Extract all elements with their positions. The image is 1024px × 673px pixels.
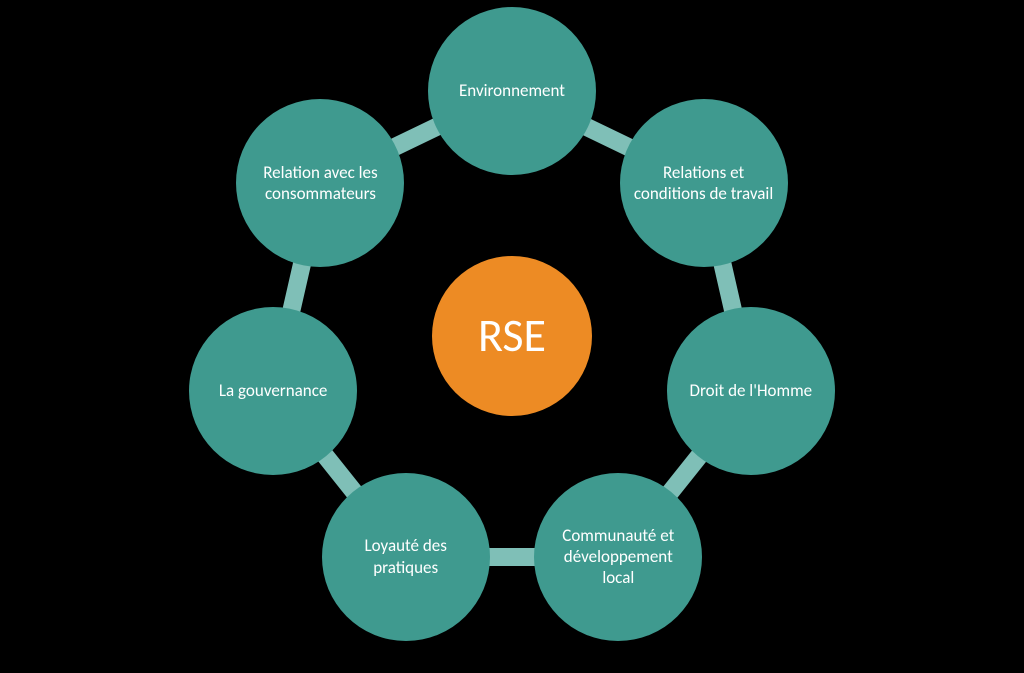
outer-node: Loyauté des pratiques (322, 473, 490, 641)
outer-node-label: Droit de l'Homme (690, 380, 813, 401)
radial-diagram: Environnement Relations et conditions de … (0, 0, 1024, 673)
outer-node: Environnement (428, 7, 596, 175)
outer-node-label: La gouvernance (219, 380, 327, 401)
outer-node: Communauté et développement local (534, 473, 702, 641)
center-node-label: RSE (478, 308, 546, 364)
outer-node-label: Relation avec les consommateurs (248, 162, 392, 205)
outer-node-label: Environnement (459, 80, 565, 101)
outer-node: Relation avec les consommateurs (236, 99, 404, 267)
outer-node: Relations et conditions de travail (620, 99, 788, 267)
outer-node-label: Relations et conditions de travail (632, 162, 776, 205)
center-node: RSE (432, 256, 592, 416)
outer-node: Droit de l'Homme (667, 307, 835, 475)
outer-node: La gouvernance (189, 307, 357, 475)
outer-node-label: Loyauté des pratiques (334, 535, 478, 578)
outer-node-label: Communauté et développement local (546, 525, 690, 589)
